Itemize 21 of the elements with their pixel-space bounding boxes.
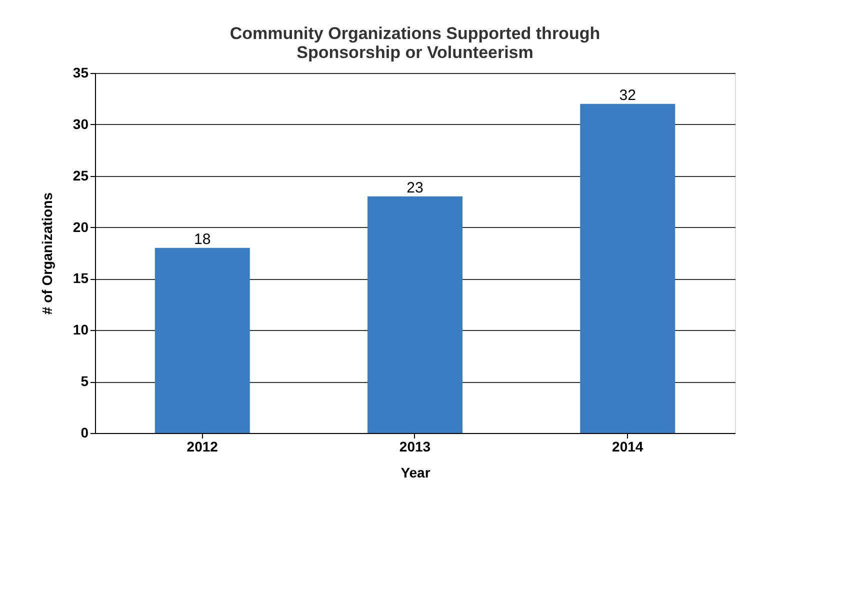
y-axis-title: # of Organizations <box>38 192 55 315</box>
y-tick-label: 35 <box>72 64 89 80</box>
data-label: 23 <box>406 179 424 196</box>
y-tick-label: 0 <box>80 424 89 440</box>
bar <box>368 196 462 433</box>
text: Sponsorship or Volunteerism <box>296 43 534 62</box>
y-tick-label: 30 <box>72 116 89 132</box>
y-tick-label: 5 <box>80 373 89 390</box>
text: Community Organizations Supported through <box>230 24 600 43</box>
bar <box>154 248 250 433</box>
bar <box>580 104 676 433</box>
data-label: 18 <box>194 230 211 248</box>
y-tick-label: 20 <box>72 218 89 235</box>
x-tick-label: 2013 <box>399 438 431 454</box>
y-tick-label: 15 <box>72 270 89 286</box>
y-tick-label: 25 <box>72 167 89 184</box>
x-tick-label: 2012 <box>186 438 218 454</box>
y-tick-label: 10 <box>72 322 89 338</box>
data-label: 32 <box>619 86 636 104</box>
x-tick-label: 2014 <box>612 438 644 454</box>
x-axis-title: Year <box>400 464 431 480</box>
